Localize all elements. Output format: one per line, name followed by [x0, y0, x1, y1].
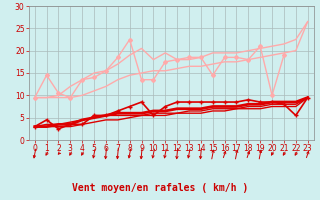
Text: Vent moyen/en rafales ( km/h ): Vent moyen/en rafales ( km/h ) — [72, 183, 248, 193]
